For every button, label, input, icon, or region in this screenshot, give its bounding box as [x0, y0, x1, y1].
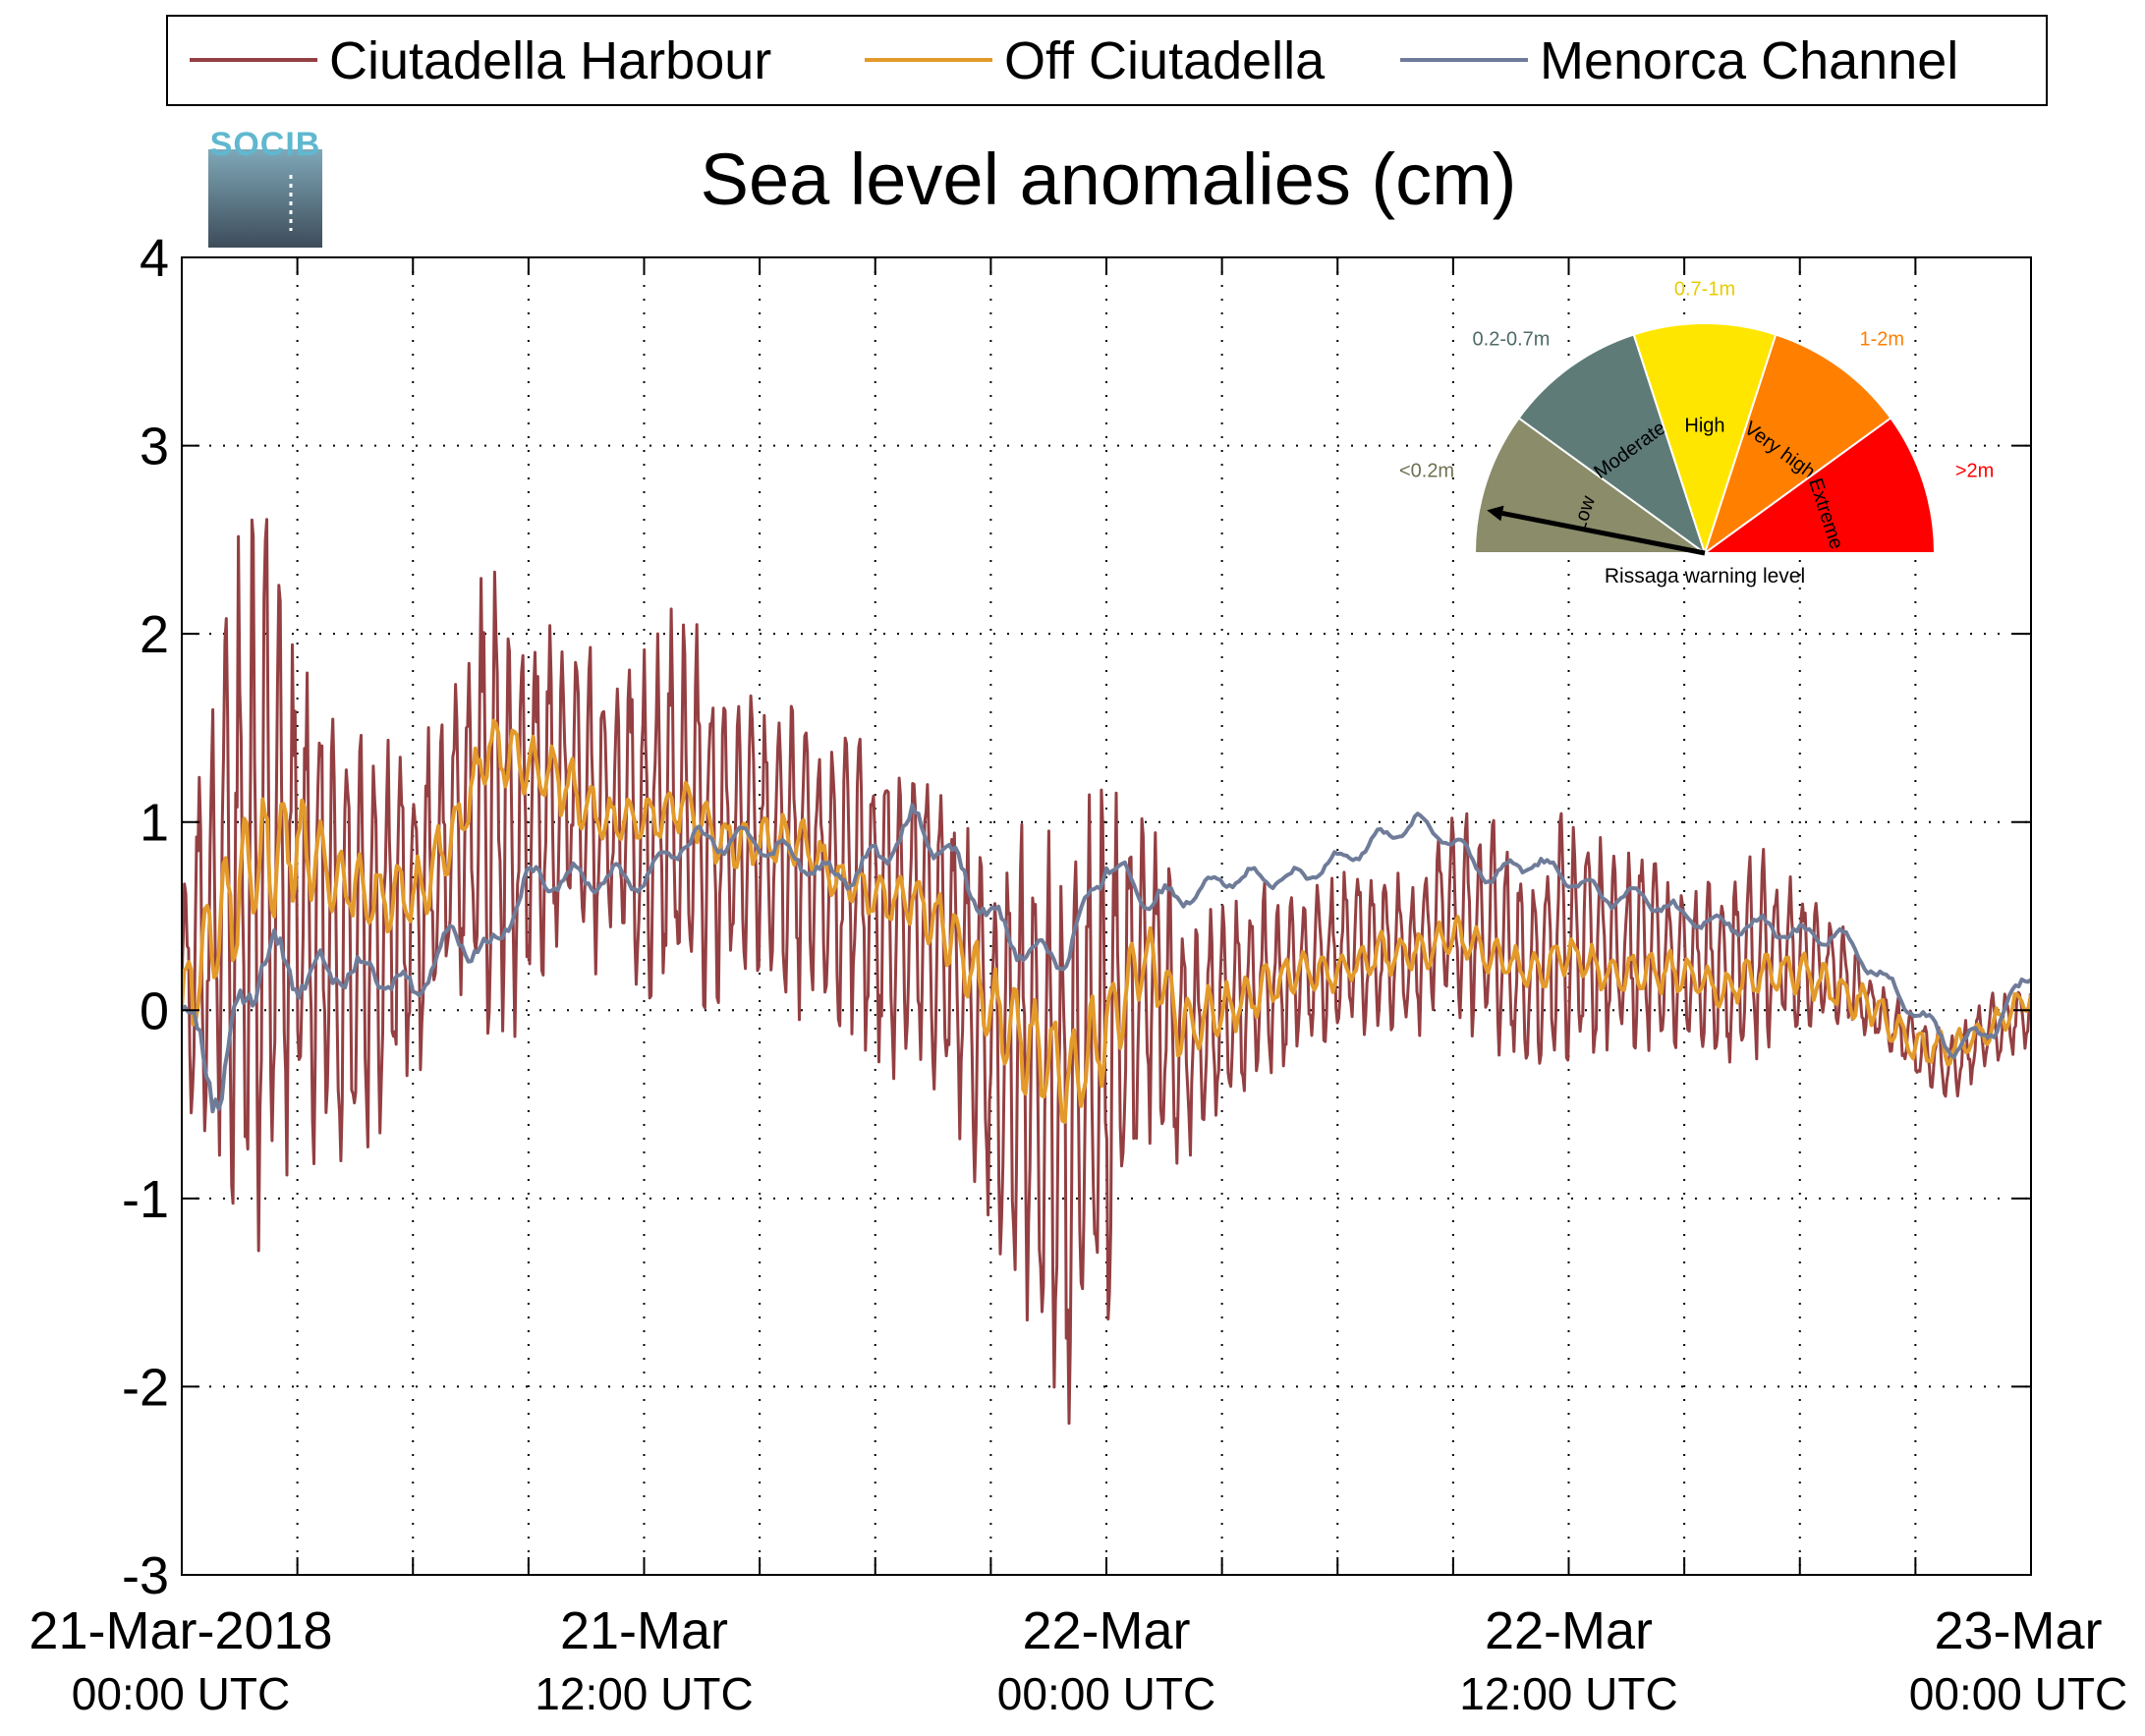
- legend-ciutadella-harbour: Ciutadella Harbour: [190, 31, 771, 90]
- y-tick-label: -3: [122, 1546, 169, 1605]
- gauge-segment-veryhigh: [1703, 333, 1892, 556]
- y-tick-label: 4: [140, 229, 169, 288]
- legend-label: Menorca Channel: [1540, 31, 1958, 90]
- gauge-needle: [1501, 511, 1706, 556]
- y-tick-label: -2: [122, 1358, 169, 1417]
- y-tick-label: 1: [140, 794, 169, 853]
- x-tick-label-date: 22-Mar: [1022, 1601, 1190, 1660]
- legend: Ciutadella Harbour Off Ciutadella Menorca …: [166, 15, 2048, 106]
- socib-logo: SOCIB: [208, 126, 322, 248]
- legend-off-ciutadella: Off Ciutadella: [865, 31, 1326, 90]
- legend-menorca-channel: Menorca Channel: [1400, 31, 1958, 90]
- y-tick-label: 0: [140, 981, 169, 1040]
- gauge-label-high: High: [1684, 416, 1724, 437]
- x-tick-label-date: 22-Mar: [1485, 1601, 1653, 1660]
- gauge-range-low: <0.2m: [1399, 460, 1454, 481]
- x-tick-label-date: 23-Mar: [1934, 1601, 2102, 1660]
- legend-label: Off Ciutadella: [1004, 31, 1326, 90]
- series-line-menorca-channel: [182, 803, 2031, 1114]
- gauge-segment-extreme: [1701, 417, 1937, 554]
- y-tick-label: 2: [140, 605, 169, 664]
- gauge-segment-moderate: [1517, 333, 1707, 556]
- y-tick-label: 3: [140, 418, 169, 476]
- gauge-segment-high: [1632, 322, 1778, 557]
- series-line-off-ciutadella: [182, 718, 2031, 1124]
- legend-label: Ciutadella Harbour: [329, 31, 771, 90]
- gauge-range-veryhigh: 1-2m: [1860, 328, 1905, 350]
- x-tick-label-time: 00:00 UTC: [1909, 1668, 2127, 1719]
- gauge-needle-head: [1487, 505, 1504, 522]
- x-tick-label-time: 12:00 UTC: [535, 1668, 753, 1719]
- x-tick-label-date: 21-Mar: [560, 1601, 728, 1660]
- x-tick-label-time: 00:00 UTC: [72, 1668, 290, 1719]
- series-line-ciutadella-harbour: [182, 518, 2031, 1426]
- x-tick-label-time: 00:00 UTC: [997, 1668, 1215, 1719]
- gauge-caption: Rissaga warning level: [1605, 565, 1805, 588]
- chart-title: Sea level anomalies (cm): [701, 139, 1517, 220]
- x-tick-label-date: 21-Mar-2018: [28, 1601, 332, 1660]
- gauge-range-extreme: >2m: [1955, 460, 1994, 481]
- axis-ticks: [181, 256, 2032, 1576]
- logo-text: SOCIB: [210, 126, 321, 163]
- x-tick-label-time: 12:00 UTC: [1459, 1668, 1677, 1719]
- gauge-range-moderate: 0.2-0.7m: [1473, 328, 1551, 350]
- y-tick-label: -1: [122, 1170, 169, 1229]
- gauge-range-high: 0.7-1m: [1674, 278, 1735, 300]
